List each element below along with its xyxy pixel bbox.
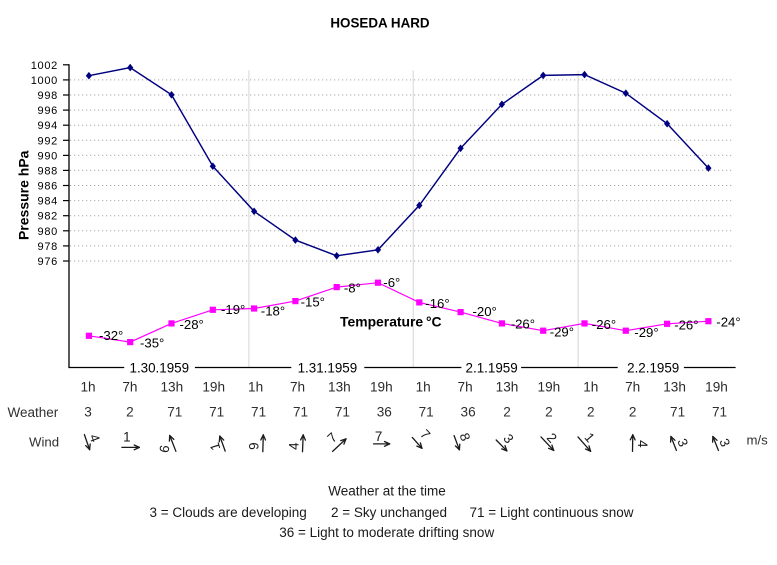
svg-text:-19°: -19° <box>221 302 245 317</box>
svg-text:2: 2 <box>126 405 134 420</box>
svg-text:71: 71 <box>251 405 266 420</box>
svg-text:m/s: m/s <box>747 433 769 448</box>
svg-text:19h: 19h <box>202 380 225 395</box>
svg-text:-35°: -35° <box>140 335 164 350</box>
svg-text:996: 996 <box>38 105 58 117</box>
svg-text:-15°: -15° <box>301 295 325 310</box>
svg-text:71: 71 <box>712 405 727 420</box>
svg-text:998: 998 <box>38 90 58 102</box>
svg-text:-29°: -29° <box>634 325 658 340</box>
svg-text:71 = Light continuous snow: 71 = Light continuous snow <box>470 505 634 520</box>
svg-text:3 = Clouds are developing: 3 = Clouds are developing <box>150 505 307 520</box>
svg-text:2.1.1959: 2.1.1959 <box>466 360 518 375</box>
svg-text:71: 71 <box>293 405 308 420</box>
svg-text:1h: 1h <box>80 380 95 395</box>
svg-text:3: 3 <box>84 405 92 420</box>
svg-text:Wind: Wind <box>29 435 59 450</box>
svg-text:-20°: -20° <box>473 304 497 319</box>
svg-text:7h: 7h <box>458 380 473 395</box>
svg-text:13h: 13h <box>160 380 183 395</box>
svg-text:990: 990 <box>38 150 58 162</box>
svg-text:1000: 1000 <box>31 75 58 87</box>
svg-text:-16°: -16° <box>425 296 449 311</box>
svg-text:13h: 13h <box>663 380 686 395</box>
svg-text:HOSEDA HARD: HOSEDA HARD <box>330 16 430 31</box>
svg-text:Pressure hPa: Pressure hPa <box>15 150 31 240</box>
svg-text:1: 1 <box>123 429 130 444</box>
svg-text:1002: 1002 <box>31 60 58 72</box>
svg-text:4: 4 <box>635 440 650 448</box>
svg-text:2: 2 <box>545 405 553 420</box>
svg-text:71: 71 <box>167 405 182 420</box>
svg-text:7h: 7h <box>625 380 640 395</box>
svg-text:-29°: -29° <box>550 325 574 340</box>
svg-text:13h: 13h <box>496 380 519 395</box>
svg-text:4: 4 <box>287 442 302 450</box>
svg-text:1.30.1959: 1.30.1959 <box>130 360 190 375</box>
svg-text:1h: 1h <box>583 380 598 395</box>
svg-text:984: 984 <box>38 196 58 208</box>
svg-text:Temperature °C: Temperature °C <box>340 313 441 329</box>
svg-text:2: 2 <box>587 405 595 420</box>
svg-text:1h: 1h <box>248 380 263 395</box>
svg-text:7h: 7h <box>290 380 305 395</box>
svg-text:2.2.1959: 2.2.1959 <box>627 360 679 375</box>
svg-text:980: 980 <box>38 226 58 238</box>
svg-text:7h: 7h <box>122 380 137 395</box>
svg-text:-26°: -26° <box>674 317 698 332</box>
svg-text:976: 976 <box>38 256 58 268</box>
svg-text:-26°: -26° <box>511 317 535 332</box>
svg-text:71: 71 <box>670 405 685 420</box>
svg-text:Weather: Weather <box>8 405 59 420</box>
svg-text:Weather at the time: Weather at the time <box>328 483 446 498</box>
svg-text:1h: 1h <box>416 380 431 395</box>
svg-text:982: 982 <box>38 211 58 223</box>
svg-text:2: 2 <box>503 405 511 420</box>
svg-text:986: 986 <box>38 181 58 193</box>
svg-text:992: 992 <box>38 135 58 147</box>
svg-text:19h: 19h <box>705 380 728 395</box>
svg-text:-26°: -26° <box>592 317 616 332</box>
svg-text:978: 978 <box>38 241 58 253</box>
svg-text:19h: 19h <box>538 380 561 395</box>
svg-text:2: 2 <box>629 405 637 420</box>
svg-text:2 = Sky unchanged: 2 = Sky unchanged <box>331 505 447 520</box>
svg-text:19h: 19h <box>370 380 393 395</box>
svg-text:994: 994 <box>38 120 58 132</box>
svg-text:9: 9 <box>247 442 262 449</box>
svg-text:-32°: -32° <box>99 328 123 343</box>
svg-text:-24°: -24° <box>716 315 740 330</box>
svg-text:71: 71 <box>209 405 224 420</box>
svg-text:988: 988 <box>38 165 58 177</box>
svg-text:36: 36 <box>377 405 392 420</box>
svg-text:71: 71 <box>335 405 350 420</box>
svg-text:-18°: -18° <box>261 303 285 318</box>
svg-text:1.31.1959: 1.31.1959 <box>298 360 358 375</box>
svg-text:7: 7 <box>375 429 382 444</box>
svg-text:36 = Light to moderate driftin: 36 = Light to moderate drifting snow <box>279 525 494 540</box>
svg-text:13h: 13h <box>328 380 351 395</box>
svg-text:-8°: -8° <box>344 280 361 295</box>
svg-text:71: 71 <box>419 405 434 420</box>
svg-text:-28°: -28° <box>180 317 204 332</box>
svg-text:36: 36 <box>461 405 476 420</box>
svg-text:-6°: -6° <box>383 275 400 290</box>
